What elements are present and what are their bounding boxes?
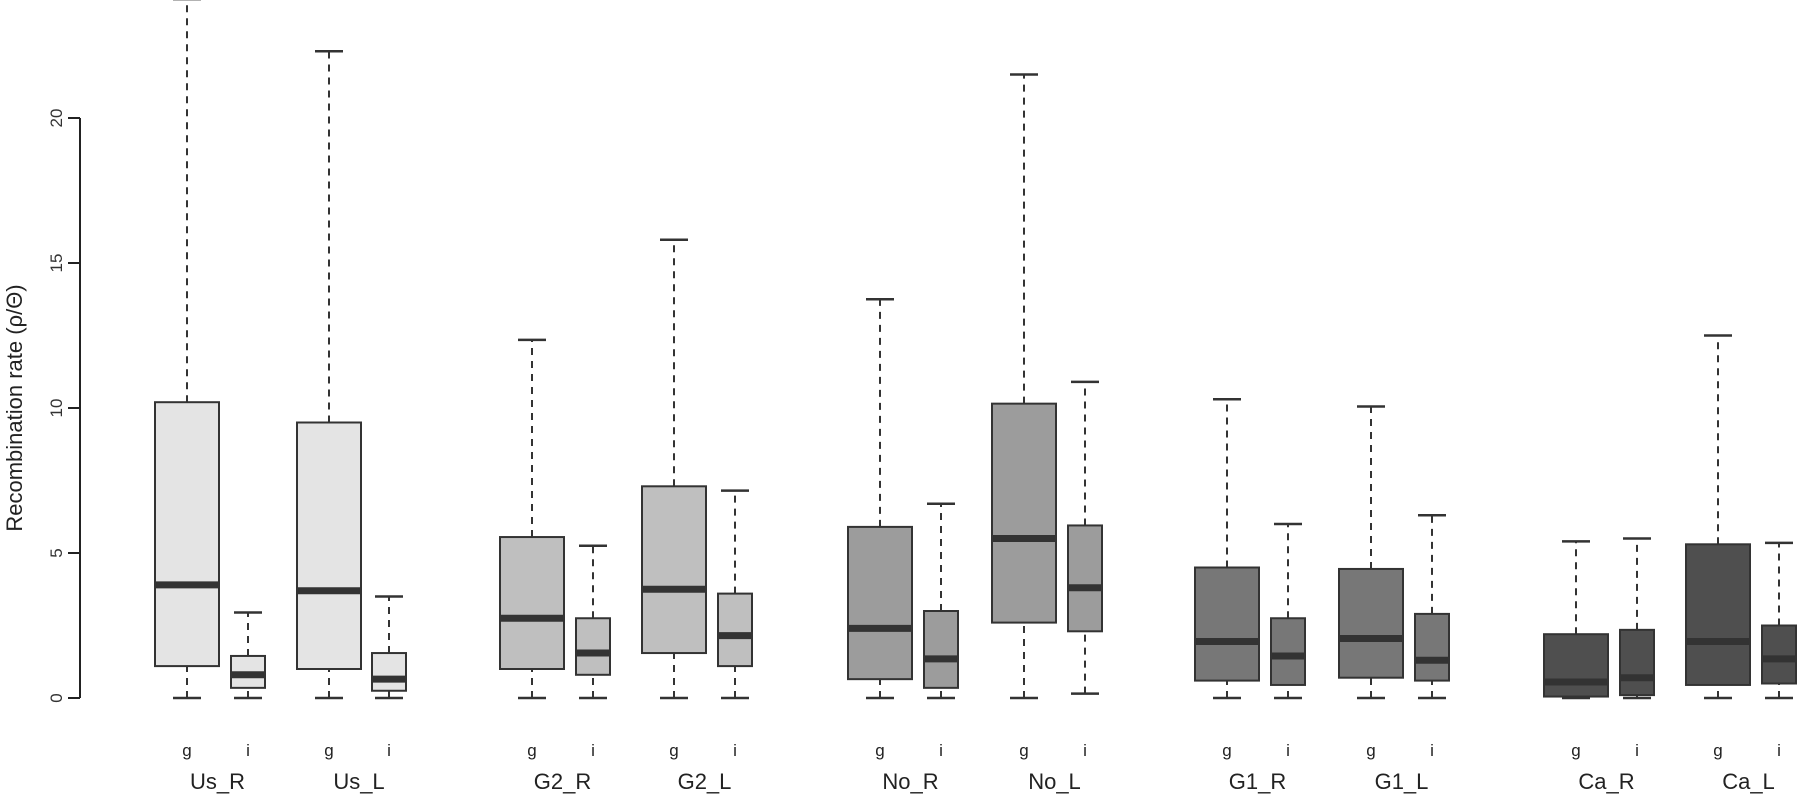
box-group: [154, 0, 266, 700]
subgroup-label: g: [324, 741, 333, 760]
category-label: G1_L: [1375, 769, 1429, 794]
y-tick-label: 15: [47, 254, 66, 273]
y-tick-label: 10: [47, 399, 66, 418]
y-axis-title: Recombination rate (ρ/Θ): [2, 284, 27, 531]
subgroup-label: i: [387, 741, 391, 760]
iqr-box: [1414, 612, 1450, 682]
subgroup-label: i: [591, 741, 595, 760]
y-tick-label: 20: [47, 109, 66, 128]
iqr-box: [923, 610, 959, 689]
box-group: [296, 50, 407, 700]
box-group: [1543, 537, 1655, 700]
iqr-box: [1685, 543, 1751, 686]
iqr-box: [641, 485, 707, 655]
subgroup-label: g: [669, 741, 678, 760]
iqr-box: [1543, 633, 1609, 698]
box-g: [641, 238, 707, 700]
y-tick-label: 0: [47, 693, 66, 702]
iqr-box: [1067, 524, 1103, 633]
iqr-box: [154, 401, 220, 668]
box-i: [923, 502, 959, 700]
box-group: [499, 338, 611, 700]
category-label: Us_L: [333, 769, 384, 794]
box-i: [1619, 537, 1655, 700]
iqr-box: [296, 421, 362, 670]
box-group: [641, 238, 753, 700]
box-g: [1194, 398, 1260, 700]
subgroup-label: i: [1777, 741, 1781, 760]
box-g: [847, 298, 913, 700]
subgroup-label: i: [733, 741, 737, 760]
subgroup-label: i: [1430, 741, 1434, 760]
box-group: [1338, 405, 1450, 700]
plot-area: [154, 0, 1797, 700]
y-axis: 0 5 10 15 20: [47, 109, 81, 703]
subgroup-label: g: [1222, 741, 1231, 760]
box-group: [1194, 398, 1306, 700]
category-label: No_R: [882, 769, 938, 794]
subgroup-label: i: [1083, 741, 1087, 760]
box-i: [371, 595, 407, 700]
box-i: [230, 611, 266, 700]
box-group: [991, 73, 1103, 700]
box-i: [1067, 380, 1103, 695]
category-label: Us_R: [190, 769, 245, 794]
box-i: [1761, 541, 1797, 700]
box-g: [991, 73, 1057, 700]
iqr-box: [1194, 566, 1260, 682]
box-g: [1685, 334, 1751, 700]
category-label: G2_R: [534, 769, 591, 794]
iqr-box: [991, 402, 1057, 624]
iqr-box: [499, 536, 565, 670]
subgroup-label: i: [939, 741, 943, 760]
subgroup-label: g: [527, 741, 536, 760]
iqr-box: [847, 525, 913, 681]
iqr-box: [575, 617, 611, 676]
x-axis-labels: g iUs_Rg iUs_Lg iG2_Rg iG2_Lg iNo_Rg iNo_Lg iG1…: [182, 741, 1781, 794]
subgroup-label: g: [1019, 741, 1028, 760]
subgroup-label: i: [1635, 741, 1639, 760]
box-group: [1685, 334, 1797, 700]
category-label: Ca_R: [1578, 769, 1634, 794]
box-g: [499, 338, 565, 700]
category-label: Ca_L: [1722, 769, 1775, 794]
box-g: [296, 50, 362, 700]
subgroup-label: i: [246, 741, 250, 760]
iqr-box: [1619, 628, 1655, 697]
box-i: [717, 489, 753, 700]
subgroup-label: g: [1366, 741, 1375, 760]
subgroup-label: g: [1713, 741, 1722, 760]
box-g: [1338, 405, 1404, 700]
subgroup-label: i: [1286, 741, 1290, 760]
iqr-box: [371, 652, 407, 692]
y-tick-label: 5: [47, 548, 66, 557]
iqr-box: [1761, 624, 1797, 685]
box-g: [154, 0, 220, 700]
iqr-box: [1338, 567, 1404, 679]
iqr-box: [1270, 617, 1306, 686]
box-i: [1414, 514, 1450, 700]
category-label: No_L: [1028, 769, 1081, 794]
subgroup-label: g: [875, 741, 884, 760]
box-i: [575, 544, 611, 700]
box-g: [1543, 540, 1609, 700]
subgroup-label: g: [1571, 741, 1580, 760]
category-label: G2_L: [678, 769, 732, 794]
subgroup-label: g: [182, 741, 191, 760]
box-i: [1270, 522, 1306, 700]
iqr-box: [717, 592, 753, 668]
category-label: G1_R: [1229, 769, 1286, 794]
box-group: [847, 298, 959, 700]
